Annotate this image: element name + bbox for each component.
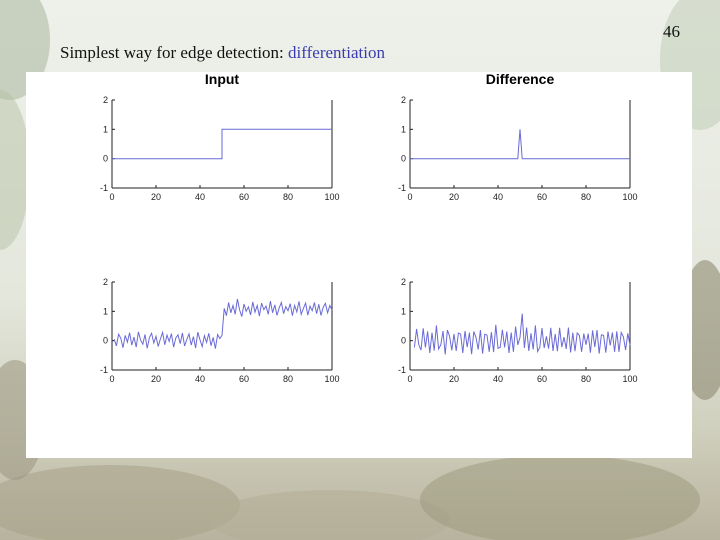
slide-number: 46 (663, 22, 680, 41)
difference-noisy-x-tick-label: 20 (449, 374, 459, 384)
difference-clean-x-tick-label: 60 (537, 192, 547, 202)
input-noisy-x-tick-label: 20 (151, 374, 161, 384)
input-noisy-x-tick-label: 60 (239, 374, 249, 384)
difference-noisy-y-tick-label: 1 (401, 306, 406, 316)
input-clean-x-tick-label: 80 (283, 192, 293, 202)
difference-clean-y-tick-label: 0 (401, 154, 406, 164)
input-clean-y-tick-label: 2 (103, 95, 108, 105)
input-noisy-y-tick-label: 1 (103, 306, 108, 316)
difference-noisy-y-tick-label: -1 (398, 365, 406, 375)
input-noisy-y-tick-label: 0 (103, 336, 108, 346)
input-noisy-x-tick-label: 0 (109, 374, 114, 384)
input-noisy-series-line (113, 298, 333, 349)
figure-panel: Input 0 20 40 60 80 100 -1 0 1 2 Difference 0 20 40 60 8… (26, 72, 692, 458)
difference-noisy-series-line (413, 313, 631, 355)
difference-noisy-y-tick-label: 0 (401, 336, 406, 346)
input-clean-x-tick-label: 20 (151, 192, 161, 202)
difference-noisy-y-tick-label: 2 (401, 277, 406, 287)
difference-noisy-x-tick-label: 40 (493, 374, 503, 384)
difference-clean-x-tick-label: 20 (449, 192, 459, 202)
difference-clean-x-tick-label: 40 (493, 192, 503, 202)
input-noisy-y-tick-label: -1 (100, 365, 108, 375)
difference-noisy-x-tick-label: 0 (407, 374, 412, 384)
slide-title: Simplest way for edge detection: differe… (60, 43, 385, 63)
input-clean-y-tick-label: 0 (103, 154, 108, 164)
difference-clean-y-tick-label: 2 (401, 95, 406, 105)
difference-clean-x-tick-label: 80 (581, 192, 591, 202)
difference-clean-y-tick-label: 1 (401, 124, 406, 134)
input-noisy-x-tick-label: 80 (283, 374, 293, 384)
difference-clean-y-tick-label: -1 (398, 183, 406, 193)
slide-title-prefix: Simplest way for edge detection: (60, 43, 289, 62)
difference-noisy-x-tick-label: 100 (622, 374, 637, 384)
slide-title-highlight: differentiation (288, 43, 385, 62)
input-noisy-x-tick-label: 40 (195, 374, 205, 384)
difference-noisy-x-tick-label: 60 (537, 374, 547, 384)
input-clean-y-tick-label: -1 (100, 183, 108, 193)
difference-clean-title: Difference (486, 72, 555, 87)
input-clean-x-tick-label: 60 (239, 192, 249, 202)
input-clean-x-tick-label: 40 (195, 192, 205, 202)
input-clean-series-line (112, 128, 332, 160)
difference-noisy-x-tick-label: 80 (581, 374, 591, 384)
input-noisy-x-tick-label: 100 (324, 374, 339, 384)
input-noisy-y-tick-label: 2 (103, 277, 108, 287)
input-clean-x-tick-label: 100 (324, 192, 339, 202)
difference-clean-series-line (410, 129, 630, 160)
difference-clean-x-tick-label: 100 (622, 192, 637, 202)
input-clean-y-tick-label: 1 (103, 124, 108, 134)
difference-clean-x-tick-label: 0 (407, 192, 412, 202)
input-clean-title: Input (205, 72, 240, 87)
input-clean-x-tick-label: 0 (109, 192, 114, 202)
